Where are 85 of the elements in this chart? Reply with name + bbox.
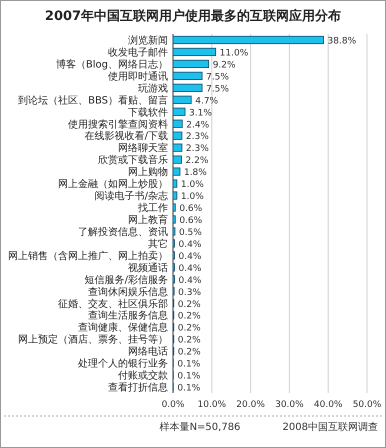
y-tick-label: 网络聊天室 bbox=[118, 142, 168, 154]
y-tick-label: 了解投资信息、资讯 bbox=[78, 226, 168, 238]
bar bbox=[172, 60, 210, 68]
x-tick-label: 20.0% bbox=[236, 400, 266, 410]
y-tick-label: 查询生活服务信息 bbox=[88, 310, 168, 322]
data-label: 2.2% bbox=[186, 156, 209, 166]
x-tick-label: 30.0% bbox=[275, 400, 304, 410]
bar bbox=[172, 191, 178, 200]
bar bbox=[172, 108, 186, 116]
y-tick-label: 阅读电子书/杂志 bbox=[94, 190, 168, 202]
y-tick-label: 在线影视收看/下载 bbox=[84, 130, 168, 142]
data-label: 0.6% bbox=[179, 216, 203, 226]
y-tick-label: 网上预定（酒店、票务、挂号等） bbox=[18, 334, 168, 346]
data-label: 0.2% bbox=[178, 324, 202, 334]
bar bbox=[172, 203, 176, 212]
y-tick-label: 付账或交款 bbox=[118, 370, 168, 382]
y-tick-label: 找工作 bbox=[137, 202, 168, 214]
data-label: 0.3% bbox=[178, 288, 202, 298]
y-tick-label: 短信服务/彩信服务 bbox=[84, 274, 168, 286]
text: 样本量N=50,786 bbox=[160, 421, 240, 433]
data-label: 0.2% bbox=[178, 336, 202, 346]
data-label: 7.5% bbox=[206, 84, 230, 94]
bar bbox=[172, 156, 182, 164]
bar bbox=[172, 96, 192, 104]
y-tick-label: 查询健康、保健信息 bbox=[78, 322, 168, 334]
y-tick-label: 网络电话 bbox=[128, 346, 168, 358]
y-tick-label: 下载软件 bbox=[128, 106, 168, 118]
y-tick-label: 浏览新闻 bbox=[128, 34, 168, 46]
data-label: 0.1% bbox=[177, 372, 201, 382]
bar bbox=[172, 72, 202, 80]
y-tick-label: 视频通话 bbox=[128, 262, 168, 274]
bar bbox=[172, 179, 178, 188]
bar bbox=[172, 215, 176, 224]
data-label: 2.3% bbox=[186, 144, 210, 154]
data-label: 1.8% bbox=[184, 168, 208, 178]
data-label: 0.4% bbox=[178, 276, 202, 286]
y-tick-label: 欣赏或下载音乐 bbox=[98, 154, 168, 166]
y-tick-label: 网上金融（如网上炒股） bbox=[58, 178, 168, 190]
bar bbox=[172, 168, 180, 176]
bar bbox=[172, 120, 183, 128]
y-tick-label: 玩游戏 bbox=[138, 82, 168, 94]
data-label: 2.4% bbox=[186, 120, 210, 130]
data-label: 1.0% bbox=[180, 180, 204, 190]
y-tick-label: 网上教育 bbox=[128, 214, 168, 226]
x-tick-label: 0.0% bbox=[162, 400, 185, 410]
data-label: 4.7% bbox=[195, 96, 219, 106]
bar bbox=[172, 144, 182, 152]
data-label: 0.6% bbox=[179, 204, 203, 214]
data-label: 0.2% bbox=[178, 348, 202, 358]
data-label: 0.4% bbox=[178, 264, 202, 274]
data-label: 0.1% bbox=[177, 384, 201, 394]
y-tick-label: 博客（Blog、网络日志） bbox=[56, 58, 168, 70]
data-label: 0.4% bbox=[178, 252, 202, 262]
data-label: 0.5% bbox=[178, 228, 202, 238]
bar bbox=[172, 132, 182, 140]
data-label: 3.1% bbox=[189, 108, 212, 118]
y-tick-label: 其它 bbox=[148, 238, 168, 250]
y-tick-label: 处理个人的银行业务 bbox=[78, 358, 168, 370]
y-tick-label: 网上销售（含网上推广、网上拍卖） bbox=[8, 250, 168, 262]
y-tick-label: 网上购物 bbox=[128, 166, 168, 178]
y-tick-label: 使用搜索引擎查阅资料 bbox=[68, 118, 168, 130]
data-label: 9.2% bbox=[212, 60, 236, 70]
y-tick-label: 查看打折信息 bbox=[108, 382, 168, 394]
y-tick-label: 使用即时通讯 bbox=[108, 70, 168, 82]
y-tick-label: 收发电子邮件 bbox=[108, 46, 168, 58]
x-tick-label: 50.0% bbox=[352, 400, 382, 410]
bar bbox=[172, 36, 324, 44]
bar bbox=[172, 84, 202, 92]
x-tick-label: 40.0% bbox=[314, 400, 343, 410]
y-tick-label: 查询休闲娱乐信息 bbox=[88, 286, 168, 298]
y-tick-label: 到论坛（社区、BBS）看贴、留言 bbox=[18, 94, 168, 106]
data-label: 0.1% bbox=[177, 360, 201, 370]
data-label: 1.0% bbox=[180, 192, 204, 202]
data-label: 11.0% bbox=[220, 48, 249, 58]
data-label: 0.4% bbox=[178, 240, 202, 250]
data-label: 0.2% bbox=[178, 312, 202, 322]
chart-title: 2007年中国互联网用户使用最多的互联网应用分布 bbox=[44, 8, 342, 24]
x-tick-label: 10.0% bbox=[198, 400, 227, 410]
data-label: 7.5% bbox=[206, 72, 230, 82]
text: 2008中国互联网调查 bbox=[282, 421, 378, 433]
data-label: 2.3% bbox=[186, 132, 210, 142]
data-label: 0.2% bbox=[178, 300, 202, 310]
bar bbox=[172, 48, 216, 56]
y-tick-label: 征婚、交友、社区俱乐部 bbox=[58, 298, 168, 310]
data-label: 38.8% bbox=[328, 36, 357, 46]
